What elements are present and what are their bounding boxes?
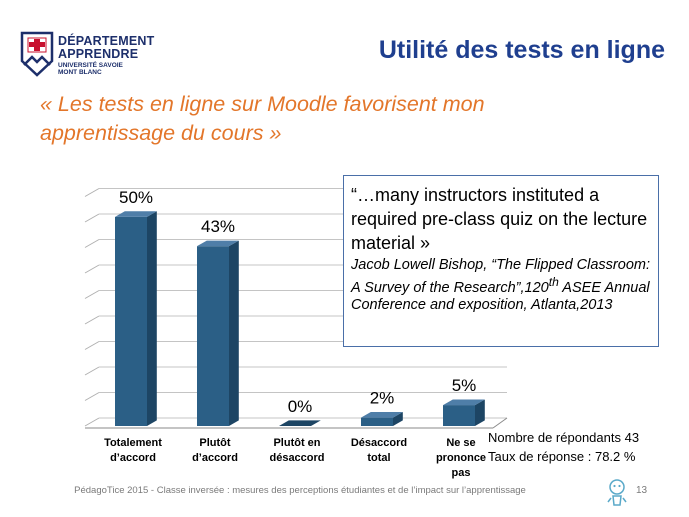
gridline-depth	[84, 290, 100, 299]
category-label: Plutôt d’accord	[192, 437, 238, 464]
department-logo: DÉPARTEMENT APPRENDRE UNIVERSITÉ SAVOIE …	[20, 31, 170, 81]
slide-subtitle: « Les tests en ligne sur Moodle favorise…	[40, 92, 485, 145]
page-number: 13	[636, 485, 648, 496]
quote-citation-part-2: ASEE Annual Conference and exposition, A…	[351, 279, 650, 313]
data-label: 5%	[452, 376, 477, 395]
chart-bars	[115, 211, 485, 426]
quote-citation-part-1: Jacob Lowell Bishop, “The Flipped Classr…	[351, 257, 650, 296]
logo-line-3: UNIVERSITÉ SAVOIE	[58, 62, 123, 69]
bar	[279, 420, 321, 426]
gridline-depth	[84, 264, 100, 274]
survey-stats: Nombre de répondants 43 Taux de réponse …	[488, 428, 639, 466]
gridline-depth	[84, 392, 100, 401]
bar	[443, 399, 485, 426]
gridline-depth	[84, 239, 100, 248]
logo-text: DÉPARTEMENT APPRENDRE UNIVERSITÉ SAVOIE …	[58, 34, 155, 77]
gridline-depth	[84, 315, 100, 325]
response-rate: Taux de réponse : 78.2 %	[488, 449, 636, 464]
logo-emblem-icon	[20, 31, 54, 77]
category-label: Désaccord total	[351, 437, 407, 464]
slide-title: Utilité des tests en ligne	[378, 36, 665, 64]
quote-citation-superscript: th	[548, 275, 559, 289]
gridline-depth	[84, 188, 100, 197]
gridline-depth	[84, 213, 100, 223]
chart-category-labels: Totalement d’accord Plutôt d’accord Plutôt e…	[104, 437, 486, 479]
mascot-icon	[607, 479, 627, 506]
chart-data-labels: 50% 43% 0% 2% 5%	[119, 188, 476, 416]
data-label: 2%	[370, 389, 395, 408]
bar	[197, 240, 239, 426]
gridline-depth	[84, 417, 100, 427]
gridline-depth	[84, 341, 100, 350]
logo-line-2: APPRENDRE	[58, 47, 139, 61]
data-label: 0%	[288, 397, 313, 416]
bar	[115, 211, 157, 426]
data-label: 50%	[119, 188, 153, 207]
x-axis-depth	[492, 417, 508, 429]
category-label: Plutôt en désaccord	[269, 437, 324, 464]
category-label: Totalement d’accord	[104, 437, 162, 464]
logo-line-4: MONT BLANC	[58, 69, 102, 76]
quote-text: “…many instructors instituted a required…	[351, 185, 648, 253]
data-label: 43%	[201, 217, 235, 236]
logo-line-1: DÉPARTEMENT	[58, 34, 155, 48]
respondents-count: Nombre de répondants 43	[488, 430, 640, 445]
category-label: Ne se prononce pas	[436, 437, 486, 479]
gridline-depth	[84, 366, 100, 376]
quote-citation: Jacob Lowell Bishop, “The Flipped Classr…	[351, 257, 658, 314]
quote-box: “…many instructors instituted a required…	[343, 175, 659, 347]
bar	[361, 412, 403, 426]
slide-footer: PédagoTice 2015 - Classe inversée : mesu…	[74, 485, 526, 496]
